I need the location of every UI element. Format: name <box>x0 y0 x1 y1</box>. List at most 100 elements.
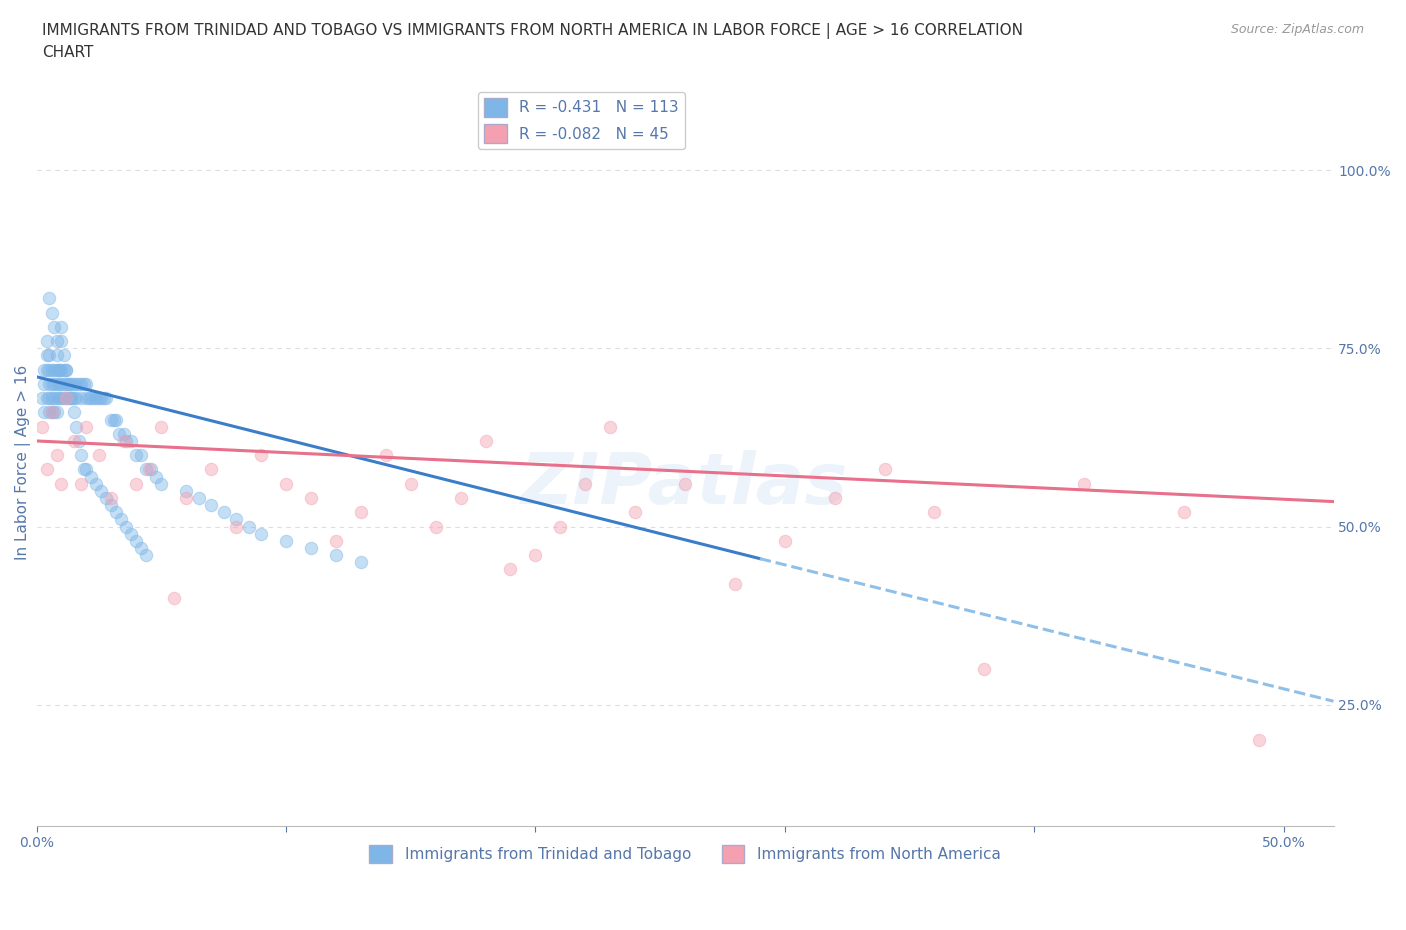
Point <box>200 498 222 512</box>
Point <box>63 391 86 405</box>
Point <box>524 548 547 563</box>
Point <box>973 662 995 677</box>
Point <box>38 362 60 377</box>
Point <box>48 362 70 377</box>
Point <box>550 519 572 534</box>
Point <box>374 447 396 462</box>
Point <box>187 490 209 505</box>
Point <box>115 519 138 534</box>
Point <box>35 391 58 405</box>
Point <box>80 391 103 405</box>
Point <box>55 391 77 405</box>
Point <box>150 419 173 434</box>
Point <box>450 490 472 505</box>
Point <box>53 362 76 377</box>
Point <box>399 476 422 491</box>
Point <box>63 433 86 448</box>
Point <box>75 419 97 434</box>
Point <box>45 334 67 349</box>
Point <box>65 391 87 405</box>
Text: IMMIGRANTS FROM TRINIDAD AND TOBAGO VS IMMIGRANTS FROM NORTH AMERICA IN LABOR FO: IMMIGRANTS FROM TRINIDAD AND TOBAGO VS I… <box>42 23 1024 60</box>
Point <box>35 348 58 363</box>
Point <box>73 462 96 477</box>
Point <box>55 362 77 377</box>
Point <box>624 505 647 520</box>
Point <box>1247 733 1270 748</box>
Point <box>250 526 273 541</box>
Point <box>90 391 112 405</box>
Point <box>31 391 53 405</box>
Point <box>225 512 247 526</box>
Point <box>125 447 148 462</box>
Point <box>96 391 118 405</box>
Point <box>70 447 93 462</box>
Point <box>135 548 157 563</box>
Point <box>58 377 80 392</box>
Point <box>75 377 97 392</box>
Point <box>499 562 522 577</box>
Point <box>35 462 58 477</box>
Point <box>93 391 115 405</box>
Y-axis label: In Labor Force | Age > 16: In Labor Force | Age > 16 <box>15 365 31 560</box>
Point <box>63 377 86 392</box>
Point <box>225 519 247 534</box>
Point <box>120 433 142 448</box>
Text: ZIPatlas: ZIPatlas <box>522 450 849 519</box>
Point <box>96 490 118 505</box>
Point <box>65 419 87 434</box>
Point <box>42 377 65 392</box>
Point <box>138 462 160 477</box>
Point <box>38 377 60 392</box>
Point <box>51 476 73 491</box>
Point <box>42 319 65 334</box>
Point <box>100 490 122 505</box>
Point <box>45 362 67 377</box>
Point <box>42 362 65 377</box>
Point <box>51 319 73 334</box>
Point <box>299 540 322 555</box>
Point <box>41 377 63 392</box>
Point <box>75 391 97 405</box>
Point <box>350 554 373 569</box>
Point <box>38 348 60 363</box>
Point <box>100 498 122 512</box>
Point <box>32 362 55 377</box>
Point <box>100 412 122 427</box>
Point <box>41 391 63 405</box>
Point <box>174 484 197 498</box>
Point <box>53 348 76 363</box>
Point <box>75 462 97 477</box>
Point <box>325 548 347 563</box>
Point <box>32 405 55 419</box>
Point <box>115 433 138 448</box>
Point <box>51 391 73 405</box>
Point <box>31 419 53 434</box>
Point <box>112 426 135 441</box>
Point <box>51 377 73 392</box>
Point <box>212 505 235 520</box>
Point <box>274 533 297 548</box>
Point <box>86 391 108 405</box>
Point <box>60 391 83 405</box>
Point <box>1073 476 1095 491</box>
Point <box>45 377 67 392</box>
Point <box>58 391 80 405</box>
Point <box>574 476 596 491</box>
Point <box>63 405 86 419</box>
Point <box>924 505 946 520</box>
Point <box>55 391 77 405</box>
Point <box>145 469 167 484</box>
Point <box>163 591 186 605</box>
Point <box>105 412 128 427</box>
Point <box>673 476 696 491</box>
Point <box>38 391 60 405</box>
Point <box>55 362 77 377</box>
Point <box>42 405 65 419</box>
Text: Source: ZipAtlas.com: Source: ZipAtlas.com <box>1230 23 1364 36</box>
Point <box>67 433 90 448</box>
Point <box>80 469 103 484</box>
Point <box>873 462 896 477</box>
Point <box>250 447 273 462</box>
Point <box>150 476 173 491</box>
Point <box>70 391 93 405</box>
